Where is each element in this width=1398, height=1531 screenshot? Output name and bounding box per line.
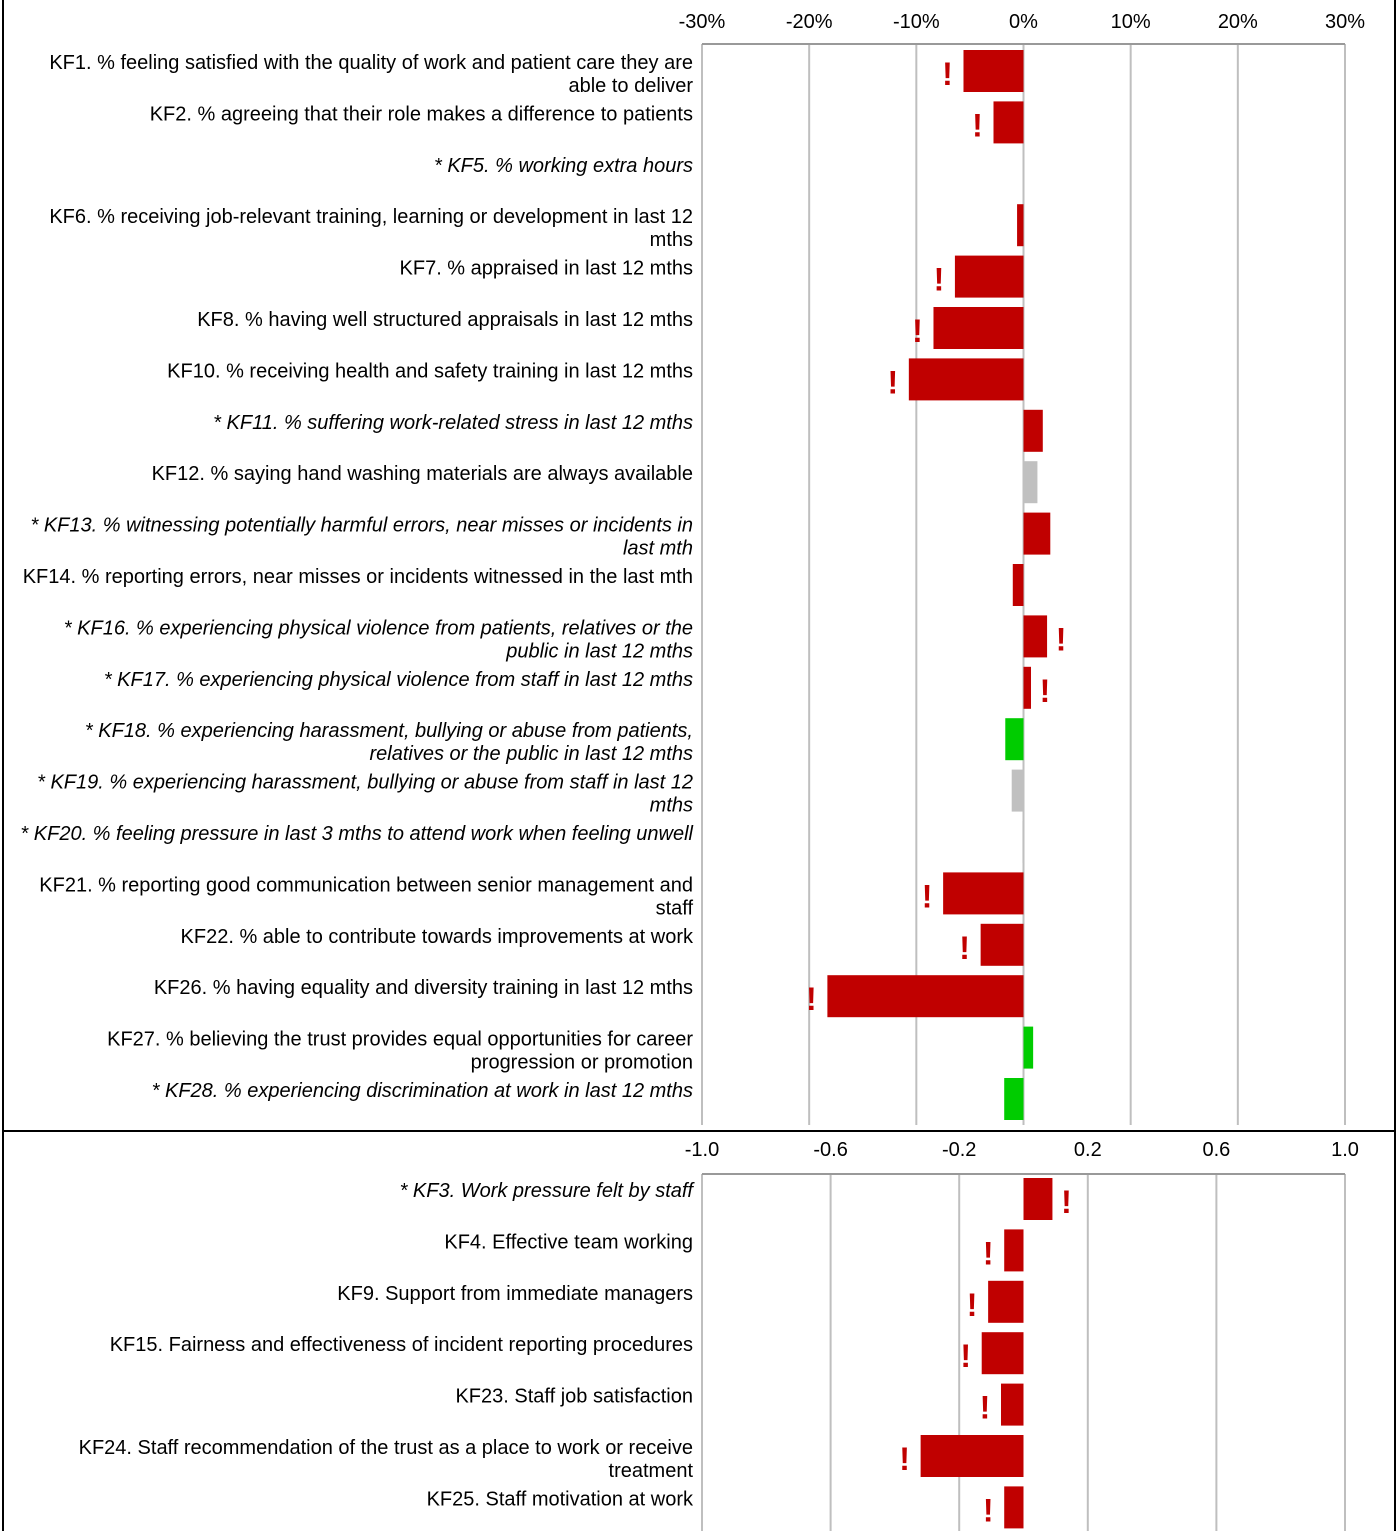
category-label: * KF18. % experiencing harassment, bully…: [85, 720, 693, 765]
x-tick-label: -10%: [893, 11, 940, 33]
bar: [1000, 1383, 1024, 1426]
significance-marker: !: [912, 313, 923, 349]
category-label: KF22. % able to contribute towards impro…: [181, 926, 694, 948]
category-label: * KF16. % experiencing physical violence…: [64, 617, 693, 662]
bar: [954, 255, 1024, 298]
significance-marker: !: [942, 56, 953, 92]
x-tick-label: 20%: [1218, 11, 1258, 33]
bar: [943, 872, 1024, 915]
category-label: * KF3. Work pressure felt by staff: [400, 1180, 696, 1202]
category-label: KF27. % believing the trust provides equ…: [107, 1029, 693, 1074]
category-label: * KF11. % suffering work-related stress …: [213, 412, 693, 434]
bar: [1004, 1229, 1024, 1272]
bar: [1004, 1486, 1024, 1529]
bar: [827, 975, 1024, 1018]
category-label: KF4. Effective team working: [444, 1231, 693, 1253]
category-label: * KF20. % feeling pressure in last 3 mth…: [20, 823, 693, 845]
category-label: KF25. Staff motivation at work: [427, 1488, 694, 1510]
significance-marker: !: [983, 1235, 994, 1271]
x-tick-label: -20%: [786, 11, 833, 33]
bar: [1011, 769, 1024, 812]
significance-marker: !: [972, 107, 983, 143]
bar: [993, 101, 1024, 144]
category-label: KF21. % reporting good communication bet…: [39, 874, 693, 919]
x-tick-label: -0.2: [942, 1139, 976, 1161]
bar: [963, 50, 1024, 92]
bar: [988, 1280, 1024, 1323]
significance-marker: !: [960, 1338, 971, 1374]
category-label: * KF19. % experiencing harassment, bully…: [37, 772, 693, 817]
significance-marker: !: [983, 1492, 994, 1528]
category-label: KF9. Support from immediate managers: [337, 1283, 693, 1305]
x-tick-label: -1.0: [685, 1139, 719, 1161]
category-label: KF6. % receiving job-relevant training, …: [49, 206, 693, 251]
x-tick-label: 0.6: [1202, 1139, 1230, 1161]
bar: [1023, 1026, 1034, 1069]
category-label: * KF5. % working extra hours: [434, 155, 693, 177]
bar: [1012, 564, 1024, 606]
significance-marker: !: [980, 1390, 991, 1426]
bar: [1022, 821, 1024, 863]
bar: [1023, 615, 1048, 658]
bar: [1017, 204, 1024, 247]
x-tick-label: 10%: [1111, 11, 1151, 33]
significance-marker: !: [1040, 673, 1051, 709]
bar: [920, 1435, 1024, 1477]
bar: [908, 358, 1024, 401]
significance-marker: !: [967, 1287, 978, 1323]
category-label: KF14. % reporting errors, near misses or…: [23, 566, 693, 588]
category-label: KF15. Fairness and effectiveness of inci…: [110, 1334, 693, 1356]
bar: [1023, 1178, 1053, 1220]
bar: [1023, 666, 1032, 709]
bar: [1023, 512, 1051, 555]
category-label: KF26. % having equality and diversity tr…: [154, 977, 693, 999]
x-tick-label: -30%: [679, 11, 726, 33]
significance-marker: !: [922, 878, 933, 914]
category-label: * KF17. % experiencing physical violence…: [104, 669, 693, 691]
x-tick-label: 1.0: [1331, 1139, 1359, 1161]
bar: [933, 307, 1024, 349]
category-label: KF24. Staff recommendation of the trust …: [79, 1437, 694, 1482]
significance-marker: !: [899, 1441, 910, 1477]
significance-marker: !: [934, 262, 945, 298]
bar: [1023, 461, 1038, 504]
significance-marker: !: [888, 364, 899, 400]
significance-marker: !: [1056, 621, 1067, 657]
x-tick-label: 30%: [1325, 11, 1365, 33]
significance-marker: !: [1061, 1184, 1072, 1220]
bar: [980, 923, 1024, 966]
category-label: KF1. % feeling satisfied with the qualit…: [49, 52, 693, 97]
x-tick-label: -0.6: [813, 1139, 847, 1161]
bar: [1023, 409, 1043, 452]
category-label: KF12. % saying hand washing materials ar…: [152, 463, 693, 485]
x-tick-label: 0.2: [1074, 1139, 1102, 1161]
significance-marker: !: [806, 981, 817, 1017]
category-label: * KF13. % witnessing potentially harmful…: [31, 515, 694, 560]
bar: [1005, 718, 1024, 761]
category-label: KF2. % agreeing that their role makes a …: [150, 103, 693, 125]
bar: [981, 1332, 1024, 1375]
category-label: * KF28. % experiencing discrimination at…: [152, 1080, 693, 1102]
bar: [1004, 1078, 1024, 1120]
significance-marker: !: [959, 930, 970, 966]
category-label: KF7. % appraised in last 12 mths: [400, 258, 693, 280]
category-label: KF23. Staff job satisfaction: [455, 1386, 693, 1408]
category-label: KF8. % having well structured appraisals…: [197, 309, 693, 331]
x-tick-label: 0%: [1009, 11, 1038, 33]
category-label: KF10. % receiving health and safety trai…: [167, 360, 693, 382]
